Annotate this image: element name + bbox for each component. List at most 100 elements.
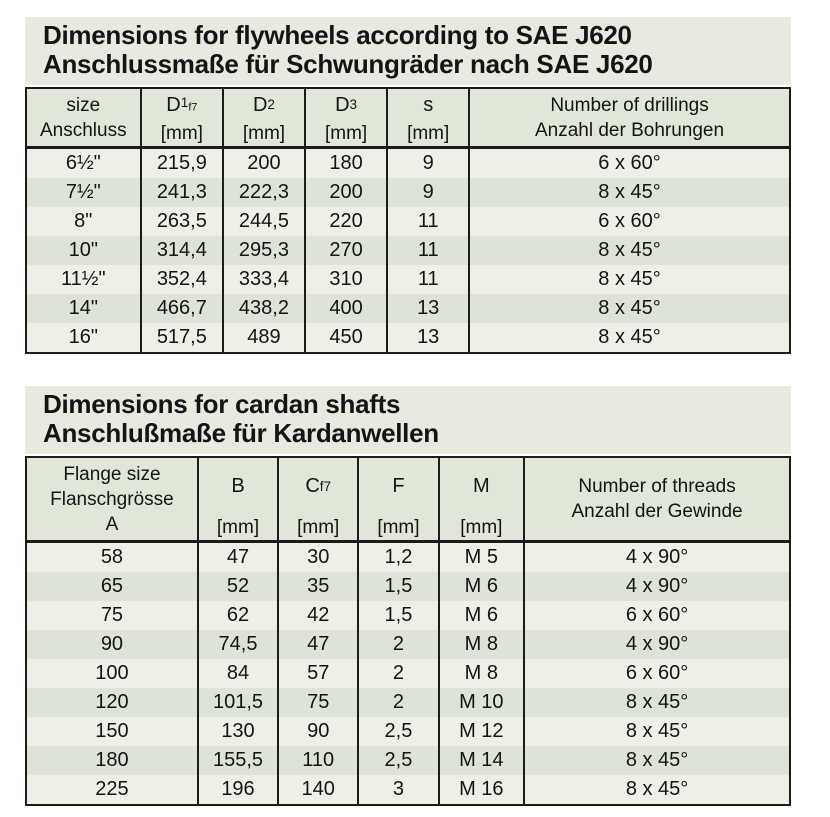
table-cell: 150 bbox=[25, 717, 199, 746]
column-header-line: Anzahl der Gewinde bbox=[571, 501, 743, 522]
table-cell: 215,9 bbox=[139, 147, 225, 178]
table-cell: 120 bbox=[25, 688, 199, 717]
table-cell: 1,2 bbox=[357, 541, 440, 572]
flywheel-section: Dimensions for flywheels according to SA… bbox=[25, 17, 791, 354]
column-symbol: B bbox=[231, 475, 245, 497]
table-cell: 333,4 bbox=[222, 265, 306, 294]
table-row: 10" 314,4 295,3 270 11 8 x 45° bbox=[25, 236, 791, 265]
table-cell: 8" bbox=[25, 207, 142, 236]
table-row: 16" 517,5 489 450 13 8 x 45° bbox=[25, 323, 791, 353]
column-header: D 1f7 [mm] bbox=[139, 88, 225, 149]
table-cell: 65 bbox=[25, 572, 199, 601]
table-row: 120 101,5 75 2 M 10 8 x 45° bbox=[25, 688, 791, 717]
table-cell: 220 bbox=[303, 207, 389, 236]
table-cell: 90 bbox=[277, 717, 360, 746]
column-header: s [mm] bbox=[386, 88, 471, 149]
table-cell: 8 x 45° bbox=[523, 717, 791, 746]
column-header-line: Number of threads bbox=[578, 476, 736, 497]
table-cell: M 14 bbox=[437, 746, 526, 775]
document-content: Dimensions for flywheels according to SA… bbox=[25, 17, 791, 806]
table-cell: 8 x 45° bbox=[468, 265, 791, 294]
table-row: 7½" 241,3 222,3 200 9 8 x 45° bbox=[25, 178, 791, 207]
table-row: 150 130 90 2,5 M 12 8 x 45° bbox=[25, 717, 791, 746]
table-cell: 13 bbox=[386, 323, 471, 353]
table-cell: 13 bbox=[386, 294, 471, 323]
table-cell: 2 bbox=[357, 688, 440, 717]
table-cell: M 8 bbox=[437, 659, 526, 688]
table-cell: 2,5 bbox=[357, 746, 440, 775]
column-symbol: s bbox=[423, 93, 434, 116]
table-cell: M 6 bbox=[437, 572, 526, 601]
table-cell: M 16 bbox=[437, 775, 526, 805]
table-cell: 74,5 bbox=[196, 630, 280, 659]
table-cell: 42 bbox=[277, 601, 360, 630]
column-symbol: F bbox=[392, 475, 405, 497]
column-symbol: D 1f7 bbox=[166, 93, 198, 116]
table-cell: 47 bbox=[277, 630, 360, 659]
table-cell: 180 bbox=[25, 746, 199, 775]
table-cell: 196 bbox=[196, 775, 280, 805]
table-row: 14" 466,7 438,2 400 13 8 x 45° bbox=[25, 294, 791, 323]
table-cell: 4 x 90° bbox=[523, 630, 791, 659]
flywheel-title-panel: Dimensions for flywheels according to SA… bbox=[25, 17, 791, 85]
table-cell: 3 bbox=[357, 775, 440, 805]
column-unit: [mm] bbox=[460, 517, 503, 538]
table-cell: 450 bbox=[303, 323, 389, 353]
table-cell: 6½" bbox=[25, 147, 142, 178]
table-cell: 2 bbox=[357, 630, 440, 659]
table-cell: 6 x 60° bbox=[468, 207, 791, 236]
cardan-title-panel: Dimensions for cardan shafts Anschlußmaß… bbox=[25, 386, 791, 454]
table-cell: 1,5 bbox=[357, 572, 440, 601]
column-header-line: Anzahl der Bohrungen bbox=[534, 119, 725, 141]
table-cell: 47 bbox=[196, 541, 280, 572]
table-cell: 270 bbox=[303, 236, 389, 265]
table-cell: 75 bbox=[25, 601, 199, 630]
column-header: size Anschluss bbox=[25, 88, 142, 149]
column-symbol: M bbox=[472, 475, 490, 497]
cardan-title-en: Dimensions for cardan shafts bbox=[43, 389, 401, 419]
table-cell: M 12 bbox=[437, 717, 526, 746]
table-cell: 9 bbox=[386, 178, 471, 207]
table-cell: 310 bbox=[303, 265, 389, 294]
table-cell: 62 bbox=[196, 601, 280, 630]
table-cell: 8 x 45° bbox=[523, 688, 791, 717]
table-cell: 180 bbox=[303, 147, 389, 178]
table-cell: 241,3 bbox=[139, 178, 225, 207]
header-row: size Anschluss D 1f7 [mm] D 2 [mm] D 3 [mm] s [mm] Nu… bbox=[25, 88, 791, 149]
table-cell: 6 x 60° bbox=[523, 659, 791, 688]
table-cell: M 5 bbox=[437, 541, 526, 572]
column-unit: [mm] bbox=[407, 123, 450, 144]
column-header: F [mm] bbox=[357, 457, 440, 543]
table-row: 180 155,5 110 2,5 M 14 8 x 45° bbox=[25, 746, 791, 775]
table-cell: 57 bbox=[277, 659, 360, 688]
table-cell: 7½" bbox=[25, 178, 142, 207]
table-cell: M 10 bbox=[437, 688, 526, 717]
table-cell: 11 bbox=[386, 236, 471, 265]
column-unit: [mm] bbox=[160, 123, 203, 144]
column-unit: [mm] bbox=[377, 517, 420, 538]
table-cell: 314,4 bbox=[139, 236, 225, 265]
table-cell: 8 x 45° bbox=[468, 294, 791, 323]
table-cell: 155,5 bbox=[196, 746, 280, 775]
table-cell: 8 x 45° bbox=[523, 746, 791, 775]
table-cell: 9 bbox=[386, 147, 471, 178]
table-cell: 2,5 bbox=[357, 717, 440, 746]
table-cell: 35 bbox=[277, 572, 360, 601]
table-cell: 8 x 45° bbox=[468, 323, 791, 353]
table-row: 11½" 352,4 333,4 310 11 8 x 45° bbox=[25, 265, 791, 294]
table-cell: 8 x 45° bbox=[523, 775, 791, 805]
table-cell: 225 bbox=[25, 775, 199, 805]
table-cell: 110 bbox=[277, 746, 360, 775]
column-header: B [mm] bbox=[196, 457, 280, 543]
table-cell: 100 bbox=[25, 659, 199, 688]
table-cell: 352,4 bbox=[139, 265, 225, 294]
table-row: 6½" 215,9 200 180 9 6 x 60° bbox=[25, 147, 791, 178]
column-header-line: size bbox=[66, 94, 101, 116]
table-cell: 1,5 bbox=[357, 601, 440, 630]
